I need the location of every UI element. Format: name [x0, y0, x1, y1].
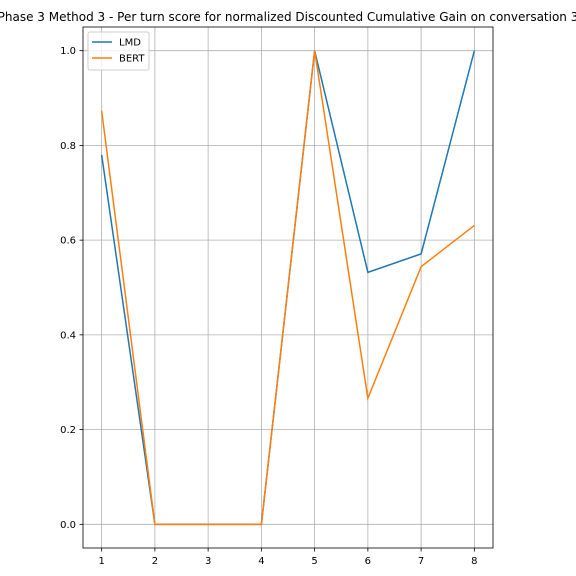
x-tick-label: 8 [471, 556, 477, 567]
y-axis: 0.0 0.2 0.4 0.6 0.8 1.0 [60, 46, 83, 531]
series-lines [100, 50, 476, 526]
legend: LMD BERT [87, 31, 150, 71]
x-axis: 1 2 3 4 5 6 7 8 [98, 548, 478, 567]
x-tick-label: 6 [365, 556, 371, 567]
series-line-bert [100, 50, 475, 526]
y-tick-label: 0.0 [60, 520, 76, 531]
y-tick-label: 0.6 [60, 236, 76, 247]
chart-title: Phase 3 Method 3 - Per turn score for no… [0, 10, 576, 24]
x-tick-label: 1 [98, 556, 104, 567]
x-tick-label: 4 [258, 556, 264, 567]
x-tick-label: 5 [311, 556, 317, 567]
axes-frame [82, 26, 494, 549]
y-tick-label: 0.8 [60, 141, 76, 152]
x-tick-label: 7 [418, 556, 424, 567]
grid-lines [83, 27, 493, 548]
legend-label: LMD [119, 38, 141, 49]
y-tick-label: 0.2 [60, 425, 76, 436]
x-tick-label: 2 [152, 556, 158, 567]
x-tick-label: 3 [205, 556, 211, 567]
y-tick-label: 0.4 [60, 330, 76, 341]
legend-label: BERT [119, 54, 145, 65]
y-tick-label: 1.0 [60, 46, 76, 57]
